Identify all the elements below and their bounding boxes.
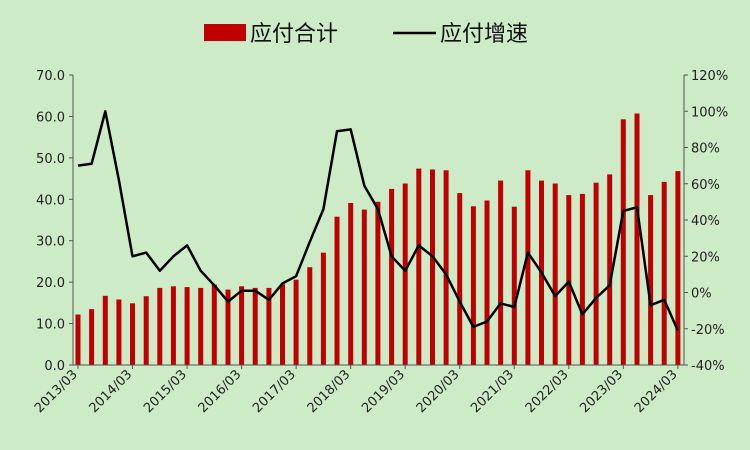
left-tick-label: 30.0 <box>36 235 65 250</box>
bar-2017Q1 <box>293 279 299 365</box>
bar-2015Q3 <box>211 284 217 365</box>
bar-2020Q1 <box>457 193 463 365</box>
bar-series <box>75 113 681 365</box>
bar-2023Q3 <box>648 195 654 365</box>
bar-2023Q1 <box>620 119 626 365</box>
right-tick-label: 20% <box>691 250 720 265</box>
bar-2021Q4 <box>552 183 558 365</box>
bar-2014Q4 <box>170 286 176 365</box>
line-series <box>77 110 680 332</box>
bar-2020Q2 <box>470 206 476 365</box>
bar-2020Q3 <box>484 200 490 365</box>
bar-2015Q1 <box>184 287 190 365</box>
left-tick-label: 10.0 <box>36 318 65 333</box>
bar-2015Q2 <box>198 287 204 365</box>
bar-2014Q2 <box>143 296 149 365</box>
bar-2022Q2 <box>579 193 585 365</box>
left-tick-label: 50.0 <box>36 152 65 167</box>
right-y-tick-labels: -40% -20% 0% 20% 40% 60% 80% 100% 120% <box>684 69 728 374</box>
left-tick-label: 40.0 <box>36 193 65 208</box>
bar-2013Q2 <box>89 309 95 365</box>
right-tick-label: -20% <box>691 323 725 338</box>
bar-2013Q3 <box>102 295 108 365</box>
bar-2021Q1 <box>511 206 517 365</box>
left-y-tick-labels: 0.0 10.0 20.0 30.0 40.0 50.0 60.0 70.0 <box>36 69 73 374</box>
bar-2015Q4 <box>225 289 231 365</box>
bar-2018Q3 <box>375 201 381 365</box>
growth-line <box>77 110 680 332</box>
bar-2016Q1 <box>239 286 245 365</box>
bar-2013Q4 <box>116 299 122 365</box>
bar-2018Q1 <box>348 203 354 365</box>
bar-2018Q2 <box>361 209 367 365</box>
bar-2019Q3 <box>430 169 435 365</box>
bar-2018Q4 <box>389 188 395 365</box>
left-tick-label: 70.0 <box>36 69 65 84</box>
legend-label-line: 应付增速 <box>440 22 528 47</box>
bar-2023Q4 <box>661 181 667 365</box>
bar-2017Q2 <box>307 267 313 365</box>
bar-2013Q1 <box>75 314 81 365</box>
bar-2019Q2 <box>416 168 422 365</box>
left-tick-label: 20.0 <box>36 276 65 291</box>
bar-2016Q3 <box>266 287 272 365</box>
bar-2014Q3 <box>157 287 163 365</box>
bar-2022Q1 <box>566 195 572 365</box>
bar-2014Q1 <box>130 303 135 365</box>
right-tick-label: 100% <box>691 105 728 120</box>
bar-2021Q2 <box>525 170 531 365</box>
bar-2022Q3 <box>593 182 599 365</box>
right-tick-label: 40% <box>691 214 720 229</box>
bar-2019Q1 <box>402 183 408 365</box>
right-tick-label: 60% <box>691 178 720 193</box>
bar-2016Q4 <box>280 284 285 365</box>
right-tick-label: -40% <box>691 359 725 374</box>
left-tick-label: 0.0 <box>44 359 65 374</box>
legend-bar-swatch <box>204 24 246 41</box>
bar-2016Q2 <box>252 287 258 365</box>
right-tick-label: 120% <box>691 69 728 84</box>
left-tick-label: 60.0 <box>36 110 65 125</box>
legend: 应付合计 应付增速 <box>204 22 528 47</box>
bar-2017Q4 <box>334 216 340 365</box>
bar-2020Q4 <box>498 180 504 365</box>
bar-2023Q2 <box>634 113 640 365</box>
bar-2022Q4 <box>607 174 613 365</box>
right-tick-label: 0% <box>691 287 712 302</box>
bar-2017Q3 <box>320 252 326 365</box>
legend-label-bar: 应付合计 <box>250 22 338 47</box>
right-tick-label: 80% <box>691 142 720 157</box>
bar-2024Q1 <box>675 171 681 365</box>
bar-2019Q4 <box>443 170 449 365</box>
